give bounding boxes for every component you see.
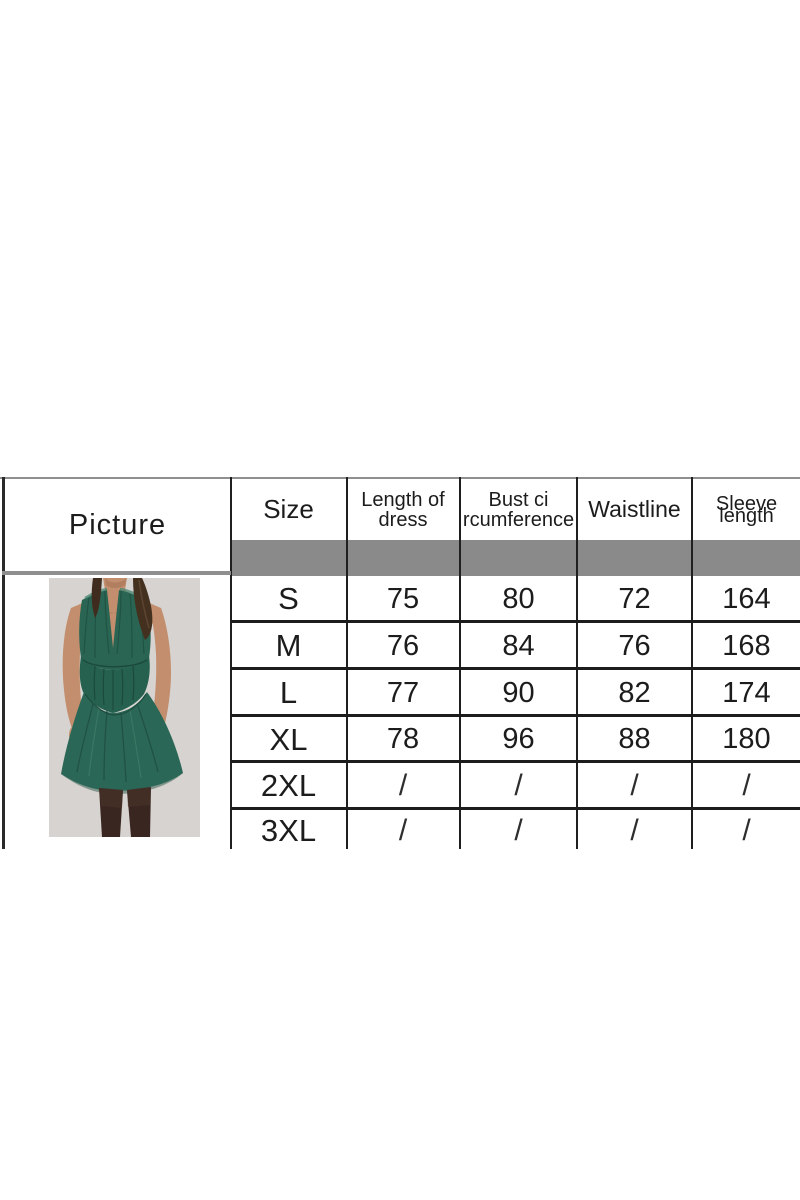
cell-row-m-waist: 76 <box>618 629 651 662</box>
column-header-waistline: Waistline <box>578 479 691 540</box>
cell-row-m-length: 76 <box>386 629 420 662</box>
cell-row-3xl-size: 3XL <box>260 812 317 848</box>
cell-row-l-length: 77 <box>386 676 420 709</box>
product-photo <box>49 578 200 837</box>
column-header-label-line2: dress <box>378 508 428 531</box>
gridline-vertical <box>346 477 348 849</box>
gridline-vertical <box>691 477 693 849</box>
cell-row-2xl-waist: / <box>630 769 639 802</box>
gridline-horizontal <box>231 714 800 717</box>
column-header-length-of-dress: Length of dress <box>347 479 459 540</box>
column-header-size: Size <box>231 479 346 540</box>
gridline-vertical <box>459 477 461 849</box>
column-header-label: Picture <box>68 508 167 541</box>
column-header-label-line2: rcumference <box>462 508 575 531</box>
picture-cell-bottom-border <box>2 571 231 575</box>
cell-row-m-sleeve: 168 <box>722 629 771 662</box>
cell-row-3xl-sleeve: / <box>742 813 751 847</box>
column-header-label-line2: length <box>719 504 774 527</box>
cell-row-l-size: L <box>279 675 298 710</box>
column-header-label: Waistline <box>588 496 681 522</box>
cell-row-3xl-waist: / <box>630 813 639 847</box>
cell-row-s-length: 75 <box>386 582 420 615</box>
gridline-vertical <box>230 477 232 849</box>
gridline-horizontal <box>231 807 800 810</box>
column-header-label: Size <box>263 494 314 524</box>
cell-row-m-bust: 84 <box>502 629 535 662</box>
cell-row-2xl-bust: / <box>514 769 523 802</box>
column-header-picture: Picture <box>5 479 230 571</box>
cell-row-3xl-length: / <box>398 813 408 847</box>
table-top-border <box>0 477 800 479</box>
cell-row-xl-waist: 88 <box>618 723 651 755</box>
column-header-label-line1: Sleeve <box>715 492 778 515</box>
cell-row-xl-size: XL <box>269 721 308 757</box>
column-header-sleeve-length: Sleeve length <box>693 479 800 540</box>
cell-row-xl-bust: 96 <box>502 723 535 755</box>
gridline-horizontal <box>231 760 800 763</box>
cell-row-xl-sleeve: 180 <box>722 723 771 755</box>
cell-row-m-size: M <box>275 628 302 663</box>
cell-row-2xl-size: 2XL <box>260 768 317 803</box>
cell-row-2xl-length: / <box>398 769 408 802</box>
gridline-horizontal <box>231 667 800 670</box>
gridline-horizontal <box>231 620 800 623</box>
column-header-label-line1: Bust ci <box>488 488 549 511</box>
table-left-border <box>2 477 5 849</box>
cell-row-s-size: S <box>278 581 299 616</box>
cell-row-3xl-bust: / <box>514 813 523 847</box>
header-band <box>232 540 800 576</box>
cell-row-s-sleeve: 164 <box>722 582 771 615</box>
column-header-label-line1: Length of <box>361 488 445 511</box>
cell-row-xl-length: 78 <box>386 723 420 755</box>
cell-row-s-waist: 72 <box>618 582 651 615</box>
dress-illustration <box>49 578 200 837</box>
cell-row-s-bust: 80 <box>502 582 535 615</box>
gridline-vertical <box>576 477 578 849</box>
cell-row-l-bust: 90 <box>502 676 535 709</box>
cell-row-2xl-sleeve: / <box>742 769 751 802</box>
cell-row-l-waist: 82 <box>618 676 651 709</box>
column-header-bust-circumference: Bust ci rcumference <box>461 479 576 540</box>
cell-row-l-sleeve: 174 <box>722 676 771 709</box>
